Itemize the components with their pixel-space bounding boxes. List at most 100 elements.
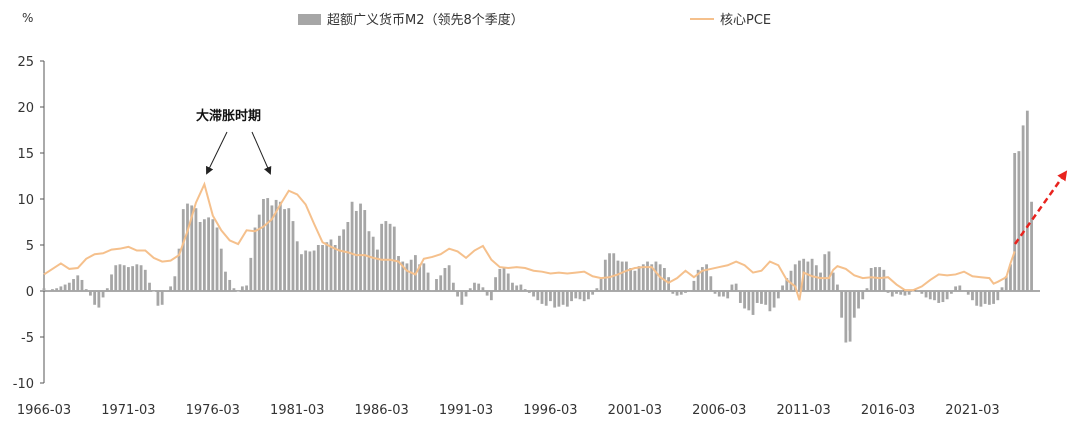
m2-bar xyxy=(253,227,257,291)
m2-bar xyxy=(890,291,894,297)
m2-bar xyxy=(59,286,63,291)
x-tick-label: 1981-03 xyxy=(270,403,324,418)
m2-bar xyxy=(747,291,751,311)
m2-bar xyxy=(338,235,341,291)
m2-bar xyxy=(481,287,485,291)
m2-bar xyxy=(426,272,430,291)
pce-line xyxy=(43,181,1016,301)
m2-bar xyxy=(169,286,173,291)
m2-bar xyxy=(549,291,552,302)
m2-bar xyxy=(283,209,286,291)
legend-label-m2: 超额广义货币M2（领先8个季度） xyxy=(327,12,524,28)
m2-bar xyxy=(321,245,324,291)
m2-bar xyxy=(764,291,768,305)
m2-bar xyxy=(207,217,210,291)
m2-bar xyxy=(557,291,561,307)
m2-bar xyxy=(190,205,194,291)
m2-bar xyxy=(274,199,278,291)
m2-bar xyxy=(42,288,46,291)
m2-bar xyxy=(827,251,831,291)
m2-bar xyxy=(156,291,160,306)
m2-bar xyxy=(46,290,50,291)
y-tick-label: 0 xyxy=(26,285,34,300)
m2-bar xyxy=(776,291,780,299)
m2-bar xyxy=(949,291,953,294)
m2-bar xyxy=(468,288,472,291)
m2-bar xyxy=(857,291,860,309)
m2-bar xyxy=(532,291,535,297)
m2-bar xyxy=(751,291,755,315)
m2-bar xyxy=(485,291,489,296)
m2-bar xyxy=(743,291,746,309)
m2-bar xyxy=(215,227,219,291)
m2-bar xyxy=(924,291,928,298)
m2-bar xyxy=(679,291,683,295)
m2-bar xyxy=(51,289,54,291)
m2-bar xyxy=(380,223,384,291)
m2-bar xyxy=(713,291,717,294)
x-tick-label: 2011-03 xyxy=(776,403,830,418)
m2-bar xyxy=(63,284,67,291)
m2-bar xyxy=(565,291,569,307)
m2-bar xyxy=(582,291,586,302)
m2-bar xyxy=(886,291,890,293)
m2-bar xyxy=(198,222,202,291)
m2-bar xyxy=(308,251,312,291)
m2-bar xyxy=(418,264,422,291)
m2-bar xyxy=(447,265,451,291)
m2-bar xyxy=(55,288,59,291)
m2-bar xyxy=(760,291,763,304)
m2-bar xyxy=(270,205,274,291)
m2-bar xyxy=(945,291,949,300)
m2-bar xyxy=(118,264,122,291)
m2-bar xyxy=(755,291,759,303)
m2-bar xyxy=(376,249,379,291)
m2-bar xyxy=(105,288,109,291)
m2-bar xyxy=(371,236,375,291)
m2-bar xyxy=(506,273,510,291)
m2-bar xyxy=(498,268,502,291)
m2-bar xyxy=(439,275,443,291)
y-axis: 25 20 15 10 5 0 -5 -10 xyxy=(13,55,45,392)
m2-bar xyxy=(384,221,388,291)
m2-bar xyxy=(127,267,130,291)
m2-bar xyxy=(527,291,531,293)
m2-bar xyxy=(97,291,101,308)
m2-bar xyxy=(122,265,126,291)
m2-bar xyxy=(89,291,92,296)
m2-bar xyxy=(494,277,497,291)
m2-bar xyxy=(257,214,261,291)
m2-bar xyxy=(367,231,371,291)
m2-bar xyxy=(164,290,168,291)
m2-bar xyxy=(110,274,113,291)
m2-bar xyxy=(544,291,548,306)
m2-bar xyxy=(266,198,270,291)
m2-bar xyxy=(700,267,704,291)
m2-bar xyxy=(840,291,844,318)
x-tick-label: 2021-03 xyxy=(945,403,999,418)
x-tick-label: 2001-03 xyxy=(608,403,662,418)
y-tick-label: -10 xyxy=(13,377,34,392)
m2-bar xyxy=(861,291,865,300)
x-tick-label: 1986-03 xyxy=(354,403,408,418)
legend-swatch-m2 xyxy=(298,14,321,25)
m2-bar xyxy=(325,242,329,291)
m2-bar xyxy=(789,270,793,291)
m2-bar xyxy=(667,277,671,291)
m2-bar xyxy=(591,291,595,295)
m2-bar xyxy=(300,254,303,291)
m2-bar xyxy=(489,291,493,301)
m2-bar xyxy=(933,291,936,301)
m2-bar xyxy=(831,272,835,291)
m2-bar xyxy=(329,239,333,291)
m2-bar xyxy=(346,222,350,291)
m2-bar xyxy=(650,264,654,291)
m2-bar xyxy=(941,291,945,303)
m2-bar xyxy=(726,291,730,299)
m2-bar xyxy=(553,291,557,308)
m2-bar xyxy=(570,291,573,302)
m2-bar xyxy=(523,289,527,291)
m2-bar xyxy=(359,203,362,291)
m2-bar xyxy=(342,229,346,291)
y-tick-label: 5 xyxy=(26,239,34,254)
